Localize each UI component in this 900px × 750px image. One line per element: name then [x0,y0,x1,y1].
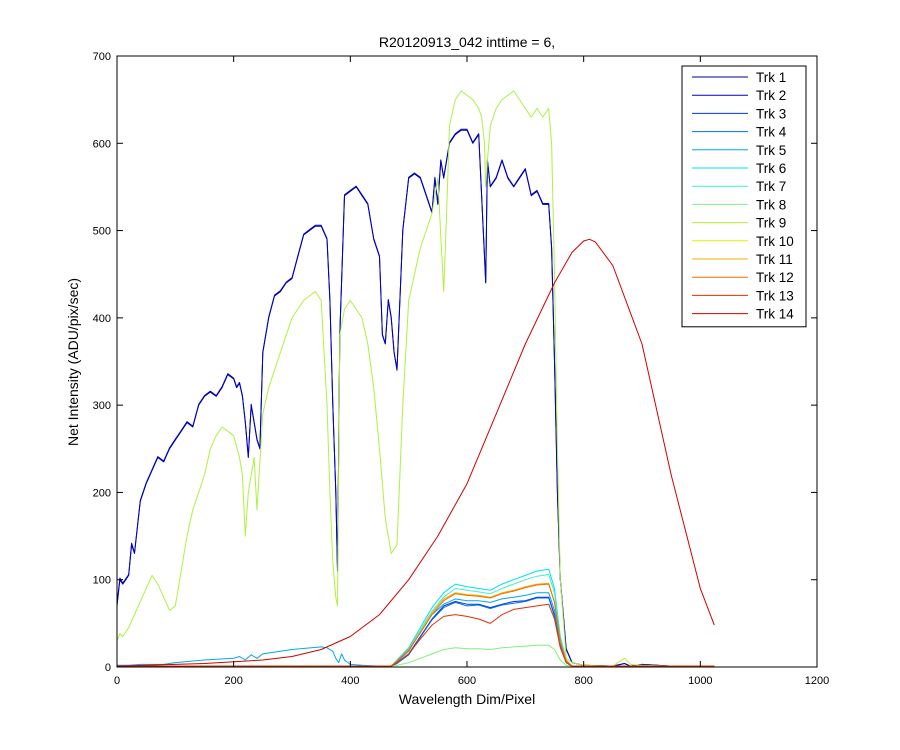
y-tick-label: 200 [93,487,111,499]
series-line-trk-2 [116,128,715,667]
y-tick-label: 600 [93,138,111,150]
series-line-trk-9 [116,90,715,667]
y-tick-label: 500 [93,226,111,238]
y-axis-label: Net Intensity (ADU/pix/sec) [65,278,81,446]
legend-box [681,65,807,328]
legend: Trk 1 Trk 2 Trk 3 Trk 4 Trk 5 Trk 6 Trk 7 Trk 8… [681,65,807,328]
legend-label: Trk 14 [756,307,794,322]
x-tick-label: 800 [574,675,592,687]
legend-label: Trk 6 [756,161,786,176]
legend-label: Trk 3 [756,106,786,121]
series-line-trk-13 [117,603,715,667]
legend-label: Trk 7 [756,179,786,194]
x-axis-label: Wavelength Dim/Pixel [399,691,535,707]
legend-label: Trk 10 [756,234,794,249]
x-tick-label: 1200 [805,675,829,687]
y-tick-label: 300 [93,400,111,412]
x-tick-label: 600 [458,675,476,687]
x-tick-label: 1000 [688,675,712,687]
legend-label: Trk 8 [756,197,786,212]
legend-label: Trk 11 [756,252,793,267]
x-tick-label: 400 [341,675,359,687]
legend-label: Trk 2 [756,88,786,103]
axis-ticks: 0 200 400 600 800 1000 1200 0 100 200 300 400 500 600… [93,51,830,687]
y-tick-label: 100 [93,575,111,587]
legend-label: Trk 13 [756,288,794,303]
y-tick-label: 0 [105,662,111,674]
legend-label: Trk 5 [756,143,786,158]
chart-title: R20120913_042 inttime = 6, [379,34,555,50]
legend-label: Trk 9 [756,216,786,231]
legend-label: Trk 4 [756,125,787,140]
x-tick-label: 200 [224,675,242,687]
legend-label: Trk 12 [756,270,794,285]
y-tick-label: 700 [93,51,111,63]
x-tick-label: 0 [114,675,120,687]
legend-label: Trk 1 [756,70,786,85]
y-tick-label: 400 [93,313,111,325]
